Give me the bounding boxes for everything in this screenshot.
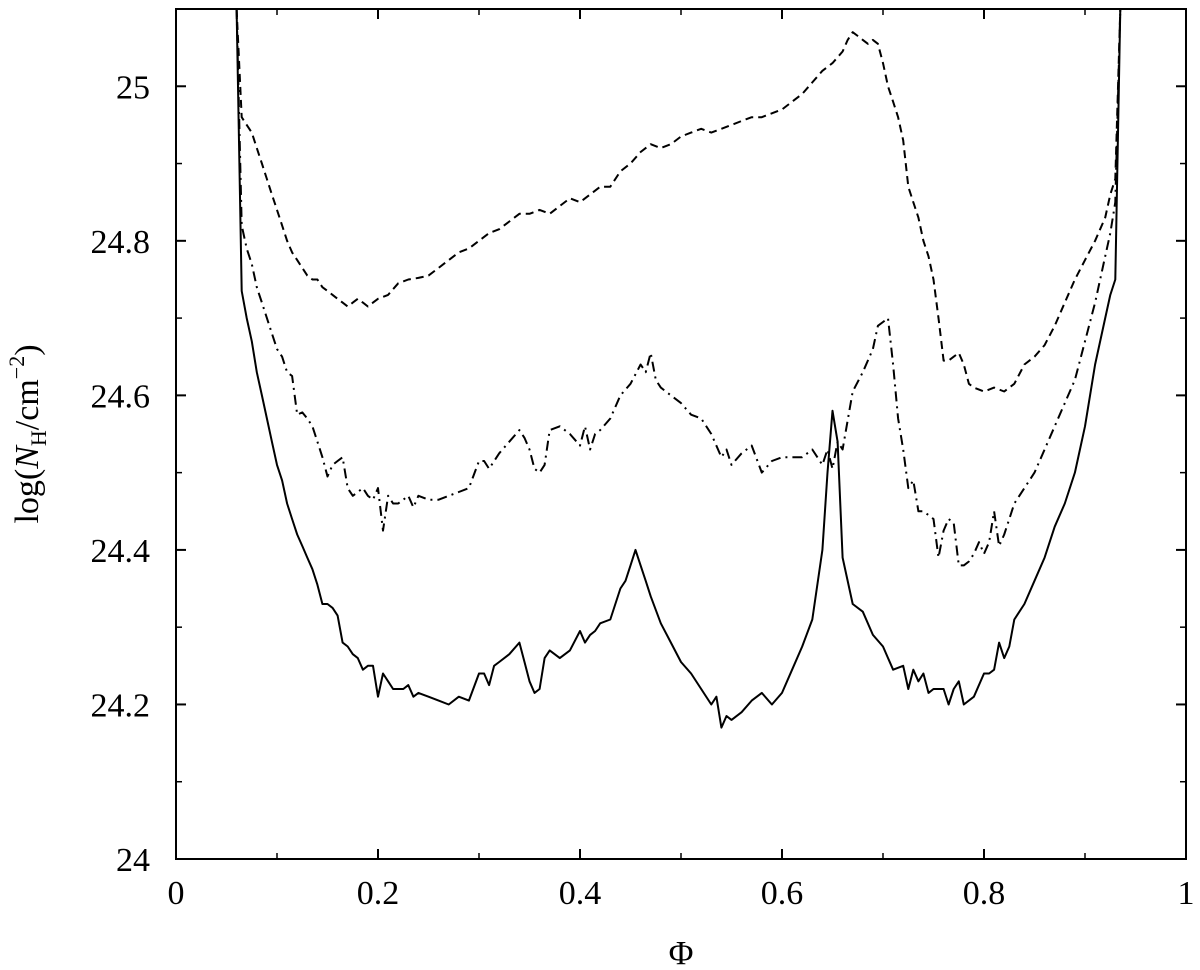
y-axis-label: log(NH/cm−2) — [4, 344, 51, 523]
series-group — [235, 9, 1122, 729]
plot-frame — [175, 8, 1187, 860]
x-tick-label: 0 — [168, 875, 185, 912]
x-tick-label: 0.8 — [963, 875, 1006, 912]
x-axis: 0 0.2 0.4 0.6 0.8 1 — [168, 9, 1195, 912]
y-tick-label: 24.2 — [91, 687, 151, 724]
series-line-dashed — [235, 9, 1122, 393]
series-line-dash-dot — [235, 9, 1122, 567]
y-tick-label: 24.8 — [91, 224, 151, 261]
y-axis: 24 24.2 24.4 24.6 24.8 25 — [91, 8, 1186, 879]
x-tick-label: 0.2 — [357, 875, 400, 912]
x-tick-label: 1 — [1178, 875, 1195, 912]
y-tick-label: 24.4 — [91, 533, 151, 570]
x-tick-label: 0.4 — [559, 875, 602, 912]
y-tick-label: 24 — [116, 842, 150, 879]
x-tick-label: 0.6 — [761, 875, 804, 912]
series-line-solid — [235, 9, 1122, 729]
y-tick-label: 25 — [116, 69, 150, 106]
y-tick-label: 24.6 — [91, 378, 151, 415]
x-axis-label: Φ — [669, 935, 694, 970]
